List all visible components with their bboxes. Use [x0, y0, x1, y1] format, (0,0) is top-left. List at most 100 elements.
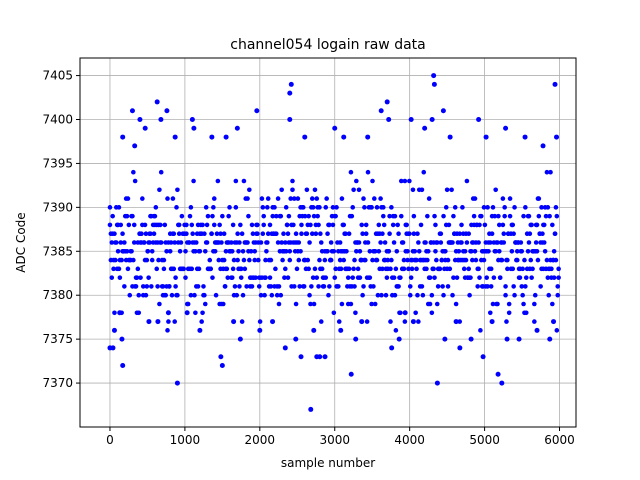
data-point — [188, 205, 194, 210]
data-point — [318, 240, 324, 245]
data-point — [325, 231, 330, 237]
data-point-outlier — [365, 134, 371, 140]
data-point — [466, 266, 472, 272]
data-point — [424, 266, 429, 272]
data-point — [331, 248, 337, 254]
data-point — [294, 266, 300, 272]
data-point — [476, 240, 481, 245]
data-point — [316, 284, 321, 289]
data-point — [179, 213, 185, 219]
data-point — [290, 178, 295, 184]
data-point — [481, 257, 487, 263]
data-point — [317, 205, 322, 210]
data-point — [333, 213, 338, 219]
data-point — [388, 319, 393, 324]
data-point — [472, 248, 478, 254]
data-point — [510, 222, 516, 228]
data-point — [370, 178, 375, 184]
data-point — [439, 257, 445, 263]
data-point — [520, 266, 525, 272]
data-point — [155, 284, 160, 289]
data-point-outlier — [547, 336, 553, 342]
data-point — [383, 292, 389, 298]
data-point — [308, 301, 313, 307]
data-point-outlier — [422, 125, 428, 131]
data-point-outlier — [434, 380, 440, 386]
data-point-outlier — [142, 125, 148, 131]
data-point — [464, 178, 470, 184]
x-tick-label: 2000 — [245, 433, 276, 447]
data-point — [484, 275, 489, 280]
data-point — [511, 284, 516, 289]
data-point — [157, 301, 162, 307]
data-point — [346, 266, 352, 272]
data-point — [527, 231, 533, 237]
data-point — [363, 257, 368, 263]
data-point-outlier — [457, 345, 463, 351]
data-point — [308, 222, 313, 228]
data-point — [412, 248, 418, 254]
data-point — [304, 231, 310, 237]
data-point — [341, 257, 347, 263]
data-point — [212, 248, 218, 254]
data-point — [523, 310, 529, 316]
data-point — [374, 205, 380, 210]
data-point — [425, 248, 431, 254]
data-point — [145, 248, 151, 254]
data-point — [463, 257, 469, 263]
data-point — [425, 213, 430, 219]
data-point — [500, 222, 506, 228]
data-point — [260, 205, 266, 210]
data-point — [521, 301, 526, 307]
data-point — [556, 266, 561, 272]
data-point — [288, 196, 293, 201]
data-point — [167, 284, 172, 289]
data-point — [273, 266, 278, 272]
data-point — [124, 248, 130, 254]
data-point — [388, 266, 393, 272]
data-point — [321, 284, 327, 289]
data-point — [158, 240, 164, 245]
data-point — [336, 284, 341, 289]
data-point — [501, 231, 507, 237]
data-point — [522, 257, 527, 263]
data-point — [496, 222, 502, 228]
data-point — [326, 292, 331, 298]
data-point — [413, 310, 418, 316]
data-point — [312, 187, 318, 193]
data-point — [162, 222, 168, 228]
data-point — [187, 213, 193, 219]
data-point — [298, 248, 303, 254]
data-point — [240, 292, 246, 298]
data-point — [125, 266, 131, 272]
data-point — [272, 205, 277, 210]
data-point — [125, 196, 131, 201]
data-point — [365, 240, 371, 245]
data-point — [504, 319, 509, 324]
data-point — [158, 169, 164, 175]
data-point-outlier — [540, 143, 546, 149]
data-point — [372, 248, 378, 254]
data-point — [407, 231, 412, 237]
data-point — [263, 257, 268, 263]
data-point — [407, 178, 412, 184]
data-point — [461, 266, 467, 272]
data-point — [299, 231, 304, 237]
data-point — [432, 275, 437, 280]
data-point — [348, 301, 354, 307]
data-point — [215, 178, 221, 184]
data-point — [163, 292, 169, 298]
data-point — [554, 328, 560, 333]
data-point — [426, 196, 432, 201]
data-point-outlier — [384, 99, 390, 105]
data-point — [440, 284, 445, 289]
data-point — [208, 266, 213, 272]
data-point — [278, 292, 284, 298]
data-point — [520, 292, 525, 298]
data-point — [171, 266, 177, 272]
data-point — [322, 257, 328, 263]
y-tick-label: 7375 — [42, 332, 73, 346]
data-point-outlier — [453, 319, 459, 325]
data-point-outlier — [483, 134, 489, 140]
data-point — [235, 231, 240, 237]
